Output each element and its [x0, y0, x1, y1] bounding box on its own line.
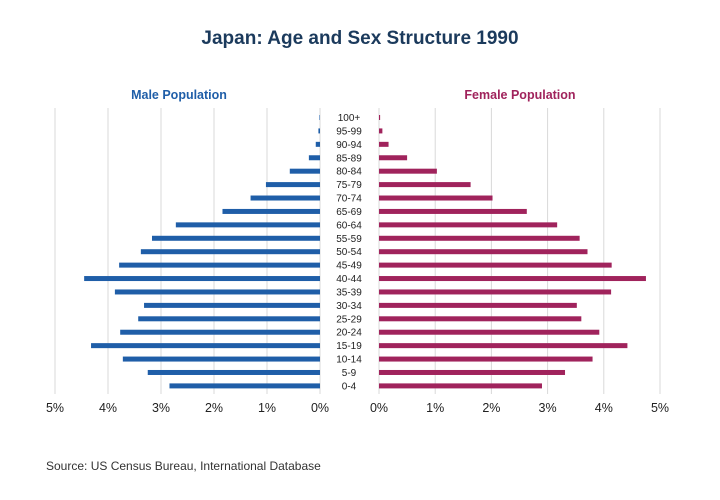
age-label: 60-64 [336, 220, 362, 231]
female-bar-75-79 [379, 182, 471, 188]
female-x-tick-label: 3% [539, 401, 557, 415]
male-x-tick-label: 4% [99, 401, 117, 415]
female-x-tick-label: 1% [426, 401, 444, 415]
male-bars [84, 115, 321, 389]
female-bar-80-84 [379, 168, 437, 174]
male-bar-55-59 [151, 235, 320, 241]
male-bar-100+ [319, 115, 320, 120]
female-bar-35-39 [379, 289, 612, 295]
age-label: 50-54 [336, 247, 362, 258]
male-bar-50-54 [140, 249, 320, 255]
female-bar-45-49 [379, 262, 612, 268]
female-bar-85-89 [379, 155, 408, 161]
male-bar-35-39 [114, 289, 320, 295]
female-bar-15-19 [379, 343, 628, 349]
age-label: 100+ [338, 113, 361, 124]
male-bar-40-44 [84, 276, 321, 282]
male-bar-5-9 [147, 369, 320, 375]
female-bar-30-34 [379, 302, 577, 308]
female-bar-60-64 [379, 222, 558, 228]
age-label: 95-99 [336, 126, 362, 137]
female-bar-0-4 [379, 383, 542, 389]
female-x-tick-label: 5% [651, 401, 669, 415]
male-bar-65-69 [222, 208, 320, 214]
male-panel-title: Male Population [131, 88, 227, 102]
age-label: 70-74 [336, 194, 362, 205]
male-bar-95-99 [318, 128, 320, 134]
age-label: 75-79 [336, 180, 362, 191]
female-bar-100+ [379, 115, 381, 120]
male-bar-45-49 [119, 262, 320, 268]
male-x-tick-label: 5% [46, 401, 64, 415]
female-bar-25-29 [379, 316, 582, 322]
female-bar-40-44 [379, 276, 646, 282]
age-label: 5-9 [342, 368, 357, 379]
age-label: 0-4 [342, 381, 357, 392]
female-x-tick-label: 4% [595, 401, 613, 415]
male-tick-labels: 0% 1% 2% 3% 4% 5% [46, 401, 329, 415]
male-bar-25-29 [138, 316, 320, 322]
age-label: 15-19 [336, 341, 362, 352]
male-bar-10-14 [122, 356, 320, 362]
male-bar-70-74 [250, 195, 320, 201]
female-bar-50-54 [379, 249, 588, 255]
female-bar-90-94 [379, 141, 389, 147]
female-bar-95-99 [379, 128, 383, 134]
female-bar-65-69 [379, 208, 527, 214]
male-bar-0-4 [169, 383, 320, 389]
male-bar-30-34 [144, 302, 320, 308]
female-bar-5-9 [379, 369, 566, 375]
male-x-tick-label: 0% [311, 401, 329, 415]
male-bar-15-19 [91, 343, 320, 349]
female-x-tick-label: 2% [482, 401, 500, 415]
source-note: Source: US Census Bureau, International … [46, 459, 321, 473]
female-bar-20-24 [379, 329, 600, 335]
male-bar-20-24 [120, 329, 320, 335]
female-x-tick-label: 0% [370, 401, 388, 415]
male-bar-80-84 [289, 168, 320, 174]
age-label: 20-24 [336, 328, 362, 339]
male-x-tick-label: 3% [152, 401, 170, 415]
age-label: 35-39 [336, 287, 362, 298]
age-label: 10-14 [336, 355, 362, 366]
male-bar-85-89 [308, 155, 320, 161]
female-bar-55-59 [379, 235, 580, 241]
male-bar-75-79 [265, 182, 320, 188]
age-label: 40-44 [336, 274, 362, 285]
male-x-tick-label: 1% [258, 401, 276, 415]
age-label: 85-89 [336, 153, 362, 164]
male-bar-90-94 [315, 141, 320, 147]
female-panel: Female Population 0% 1% 2% 3% 4% 5% [370, 88, 669, 415]
age-label: 45-49 [336, 261, 362, 272]
female-bars [379, 115, 646, 389]
age-label: 55-59 [336, 234, 362, 245]
chart-title: Japan: Age and Sex Structure 1990 [201, 28, 518, 49]
age-group-labels: 100+ 95-99 90-94 85-89 80-84 75-79 70-74 65-69 6… [336, 113, 362, 392]
age-label: 80-84 [336, 167, 362, 178]
male-bar-60-64 [175, 222, 320, 228]
male-panel: Male Population 0% 1% 2% 3% 4% 5% [46, 88, 329, 415]
female-bar-10-14 [379, 356, 593, 362]
age-label: 65-69 [336, 207, 362, 218]
female-panel-title: Female Population [464, 88, 575, 102]
female-tick-labels: 0% 1% 2% 3% 4% 5% [370, 401, 669, 415]
male-x-tick-label: 2% [205, 401, 223, 415]
age-label: 30-34 [336, 301, 362, 312]
age-label: 25-29 [336, 314, 362, 325]
age-label: 90-94 [336, 140, 362, 151]
female-bar-70-74 [379, 195, 493, 201]
